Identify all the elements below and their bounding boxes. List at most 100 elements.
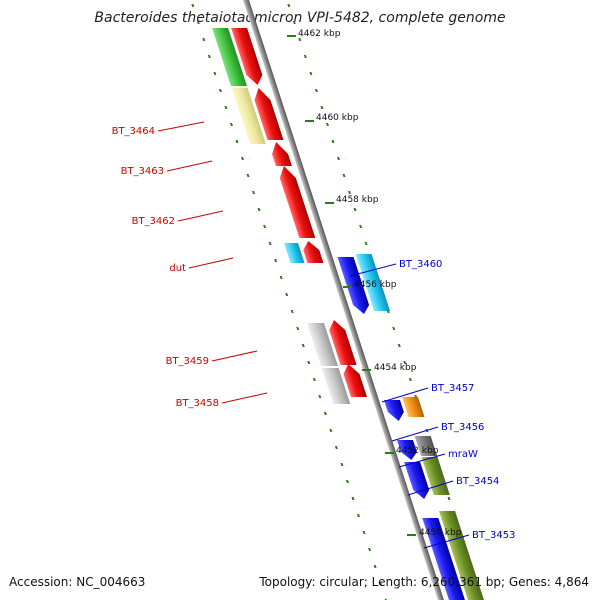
tick-mark <box>246 174 250 177</box>
leader-line <box>391 426 439 442</box>
gene-label-bt3460[interactable]: BT_3460 <box>399 259 442 270</box>
gene-bt3453-blue <box>422 518 465 600</box>
tick-mark <box>379 582 383 585</box>
genome-backbone <box>243 0 444 600</box>
tick-mark <box>334 446 338 449</box>
kbp-label: 4454 kbp <box>374 363 417 373</box>
kbp-label: 4452 kbp <box>396 446 439 456</box>
gene-label-dut[interactable]: dut <box>169 263 186 274</box>
gene-dut-arrow <box>303 241 324 263</box>
leader-line <box>177 210 224 222</box>
tick-mark <box>373 565 377 568</box>
tick-mark <box>202 38 206 41</box>
tick-mark <box>268 242 272 245</box>
map-title: Bacteroides thetaiotaomicron VPI-5482, c… <box>94 10 505 26</box>
kbp-scale: 4462 kbp 4460 kbp 4458 kbp 4456 kbp 4454… <box>287 29 462 538</box>
gene-mraw-blue <box>404 462 430 499</box>
gene-mraw-olive <box>421 457 450 495</box>
tick-mark <box>298 38 302 41</box>
tick-mark <box>263 225 267 228</box>
tick-mark <box>337 157 340 160</box>
gene-label-bt3458[interactable]: BT_3458 <box>176 398 219 409</box>
tick-mark <box>196 21 200 24</box>
tick-mark <box>207 55 211 58</box>
tick-mark <box>359 225 363 228</box>
gene-bt3457-blue <box>383 400 404 421</box>
tick-mark <box>292 21 296 24</box>
gene-labels-right: BT_3460 BT_3457 BT_3456 mraW BT_3454 BT_… <box>349 259 515 549</box>
gene-forward-top <box>231 28 263 85</box>
gene-bt3456-darkgray <box>414 436 438 456</box>
tick-mark <box>252 191 256 194</box>
tick-mark <box>235 140 239 143</box>
gene-bt3458-arrow <box>343 364 367 397</box>
gene-labels-left: BT_3464 BT_3463 BT_3462 dut BT_3459 BT_3… <box>112 121 268 409</box>
tick-mark <box>279 276 283 279</box>
tick-mark <box>351 497 355 500</box>
gene-bt3456-blue <box>396 440 417 460</box>
tick-mark <box>296 327 300 330</box>
gene-bt3464-block <box>231 88 266 144</box>
tick-mark <box>213 72 217 75</box>
leader-line <box>407 480 454 496</box>
leader-line <box>188 257 234 269</box>
leader-line <box>349 263 397 277</box>
tick-mark <box>307 361 311 364</box>
gene-label-bt3457[interactable]: BT_3457 <box>431 383 474 394</box>
tick-mark <box>447 497 451 500</box>
genome-summary-text: Topology: circular; Length: 6,260,361 bp… <box>258 575 589 589</box>
gene-label-bt3463[interactable]: BT_3463 <box>121 166 164 177</box>
genome-strand <box>191 0 484 600</box>
tick-mark <box>241 157 244 160</box>
gene-bt3460-blue <box>337 257 370 314</box>
tick-mark <box>285 293 289 296</box>
tick-mark <box>329 429 333 432</box>
gene-label-bt3453[interactable]: BT_3453 <box>472 530 515 541</box>
tick-mark <box>392 327 396 330</box>
tick-mark <box>325 123 329 126</box>
gene-bt3459-arrow <box>329 320 357 365</box>
tick-mark <box>323 412 327 415</box>
tick-mark <box>287 4 291 7</box>
tick-mark <box>397 344 401 347</box>
tick-mark <box>357 514 360 517</box>
gene-label-bt3454[interactable]: BT_3454 <box>456 476 499 487</box>
tick-mark <box>290 310 294 313</box>
tick-mark <box>314 89 318 92</box>
tick-mark <box>229 123 233 126</box>
tick-mark <box>224 106 228 109</box>
gene-label-mraw[interactable]: mraW <box>448 449 478 460</box>
leader-line <box>423 534 470 549</box>
gene-bt3459-gray <box>306 323 338 366</box>
leader-line <box>398 453 446 468</box>
tick-mark <box>301 344 305 347</box>
gene-label-bt3459[interactable]: BT_3459 <box>166 356 209 367</box>
tick-mark <box>331 140 335 143</box>
gene-bt3460-cyan <box>355 254 391 311</box>
gene-bt3453-olive <box>439 511 484 600</box>
tick-mark <box>320 106 324 109</box>
tick-mark <box>345 480 349 483</box>
tick-mark <box>309 72 313 75</box>
leader-line <box>221 392 268 404</box>
gene-bt3457-orange <box>401 397 425 417</box>
gene-bt3458-gray <box>321 368 351 404</box>
kbp-label: 4462 kbp <box>298 29 341 39</box>
tick-mark <box>362 531 366 534</box>
leader-line <box>381 387 429 403</box>
kbp-label: 4458 kbp <box>336 195 379 205</box>
gene-dut-cyan <box>283 243 305 263</box>
tick-mark <box>342 174 346 177</box>
tick-mark <box>368 548 372 551</box>
gene-bt3463-arrow <box>272 142 292 166</box>
tick-mark <box>257 208 261 211</box>
tick-mark <box>353 208 357 211</box>
gene-label-bt3462[interactable]: BT_3462 <box>132 216 175 227</box>
leader-line <box>211 350 258 362</box>
tick-mark <box>348 191 352 194</box>
leader-line <box>166 160 213 172</box>
gene-bt3464-arrow <box>254 88 284 140</box>
gene-label-bt3464[interactable]: BT_3464 <box>112 126 155 137</box>
gene-label-bt3456[interactable]: BT_3456 <box>441 422 484 433</box>
